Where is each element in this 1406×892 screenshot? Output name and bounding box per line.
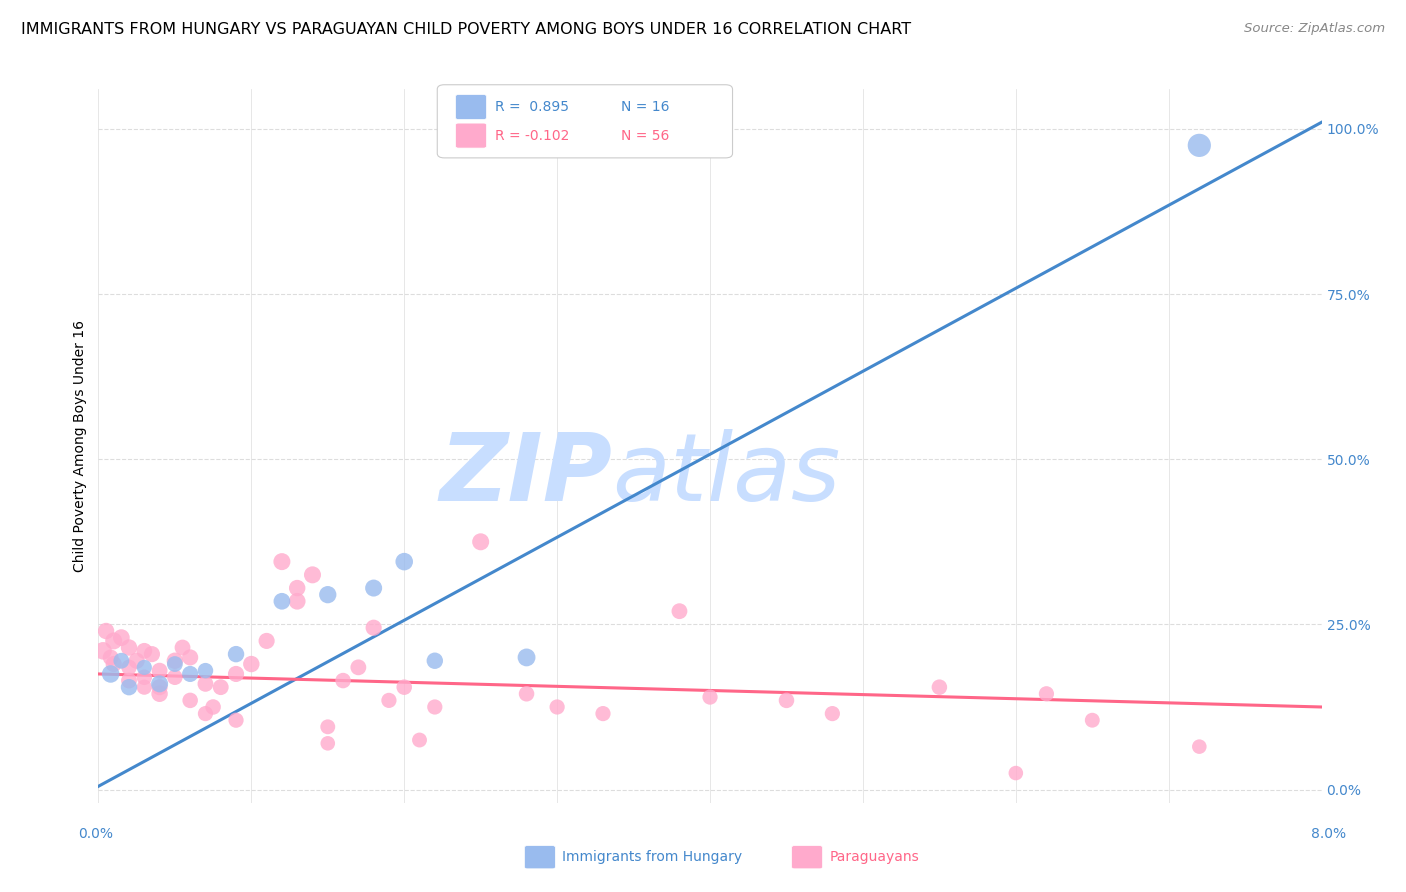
Text: N = 16: N = 16 [621, 100, 669, 114]
Point [110, 631, 132, 645]
Point [592, 706, 614, 721]
Point [134, 644, 156, 658]
Point [225, 647, 247, 661]
Point [141, 647, 163, 661]
Point [270, 555, 294, 569]
Point [134, 670, 156, 684]
Point [103, 657, 125, 671]
Point [149, 680, 172, 694]
Point [256, 634, 278, 648]
Point [179, 650, 201, 665]
Point [1004, 766, 1026, 780]
Point [225, 667, 247, 681]
Point [110, 654, 132, 668]
Point [378, 693, 401, 707]
Point [118, 660, 141, 674]
Point [179, 667, 201, 681]
Point [134, 680, 156, 694]
Point [301, 567, 323, 582]
Point [270, 594, 294, 608]
Point [172, 640, 194, 655]
Point [668, 604, 690, 618]
Point [546, 700, 568, 714]
Point [149, 677, 172, 691]
Text: Source: ZipAtlas.com: Source: ZipAtlas.com [1244, 22, 1385, 36]
Point [408, 733, 430, 747]
Point [103, 634, 125, 648]
Point [392, 555, 416, 569]
Point [149, 664, 172, 678]
Point [194, 664, 217, 678]
Point [163, 657, 186, 671]
Point [91, 644, 114, 658]
Point [202, 700, 225, 714]
Point [347, 660, 370, 674]
Point [194, 706, 217, 721]
Point [316, 588, 339, 602]
Point [100, 650, 122, 665]
Point [423, 700, 446, 714]
Point [516, 687, 538, 701]
Point [100, 667, 122, 681]
Point [1035, 687, 1057, 701]
Point [516, 650, 538, 665]
Text: Immigrants from Hungary: Immigrants from Hungary [562, 850, 742, 864]
Text: R =  0.895: R = 0.895 [495, 100, 569, 114]
Point [118, 640, 141, 655]
Y-axis label: Child Poverty Among Boys Under 16: Child Poverty Among Boys Under 16 [73, 320, 87, 572]
Point [423, 654, 446, 668]
Point [118, 680, 141, 694]
Point [94, 624, 117, 638]
Point [775, 693, 797, 707]
Point [470, 534, 492, 549]
Point [1081, 713, 1104, 727]
Point [1188, 138, 1211, 153]
Point [363, 621, 385, 635]
Point [316, 736, 339, 750]
Point [392, 680, 416, 694]
Point [149, 687, 172, 701]
Point [363, 581, 385, 595]
Point [332, 673, 354, 688]
Point [225, 713, 247, 727]
Point [194, 677, 217, 691]
Point [209, 680, 232, 694]
Text: N = 56: N = 56 [621, 128, 669, 143]
Point [316, 720, 339, 734]
Text: ZIP: ZIP [439, 428, 612, 521]
Point [163, 654, 186, 668]
Point [928, 680, 950, 694]
Point [285, 581, 308, 595]
Point [240, 657, 263, 671]
Text: 8.0%: 8.0% [1312, 827, 1346, 841]
Point [1188, 739, 1211, 754]
Point [118, 673, 141, 688]
Point [179, 693, 201, 707]
Text: R = -0.102: R = -0.102 [495, 128, 569, 143]
Point [134, 660, 156, 674]
Text: 0.0%: 0.0% [79, 827, 112, 841]
Point [699, 690, 721, 704]
Point [821, 706, 844, 721]
Point [163, 670, 186, 684]
Point [125, 654, 148, 668]
Point [285, 594, 308, 608]
Text: atlas: atlas [612, 429, 841, 520]
Text: Paraguayans: Paraguayans [830, 850, 920, 864]
Text: IMMIGRANTS FROM HUNGARY VS PARAGUAYAN CHILD POVERTY AMONG BOYS UNDER 16 CORRELAT: IMMIGRANTS FROM HUNGARY VS PARAGUAYAN CH… [21, 22, 911, 37]
